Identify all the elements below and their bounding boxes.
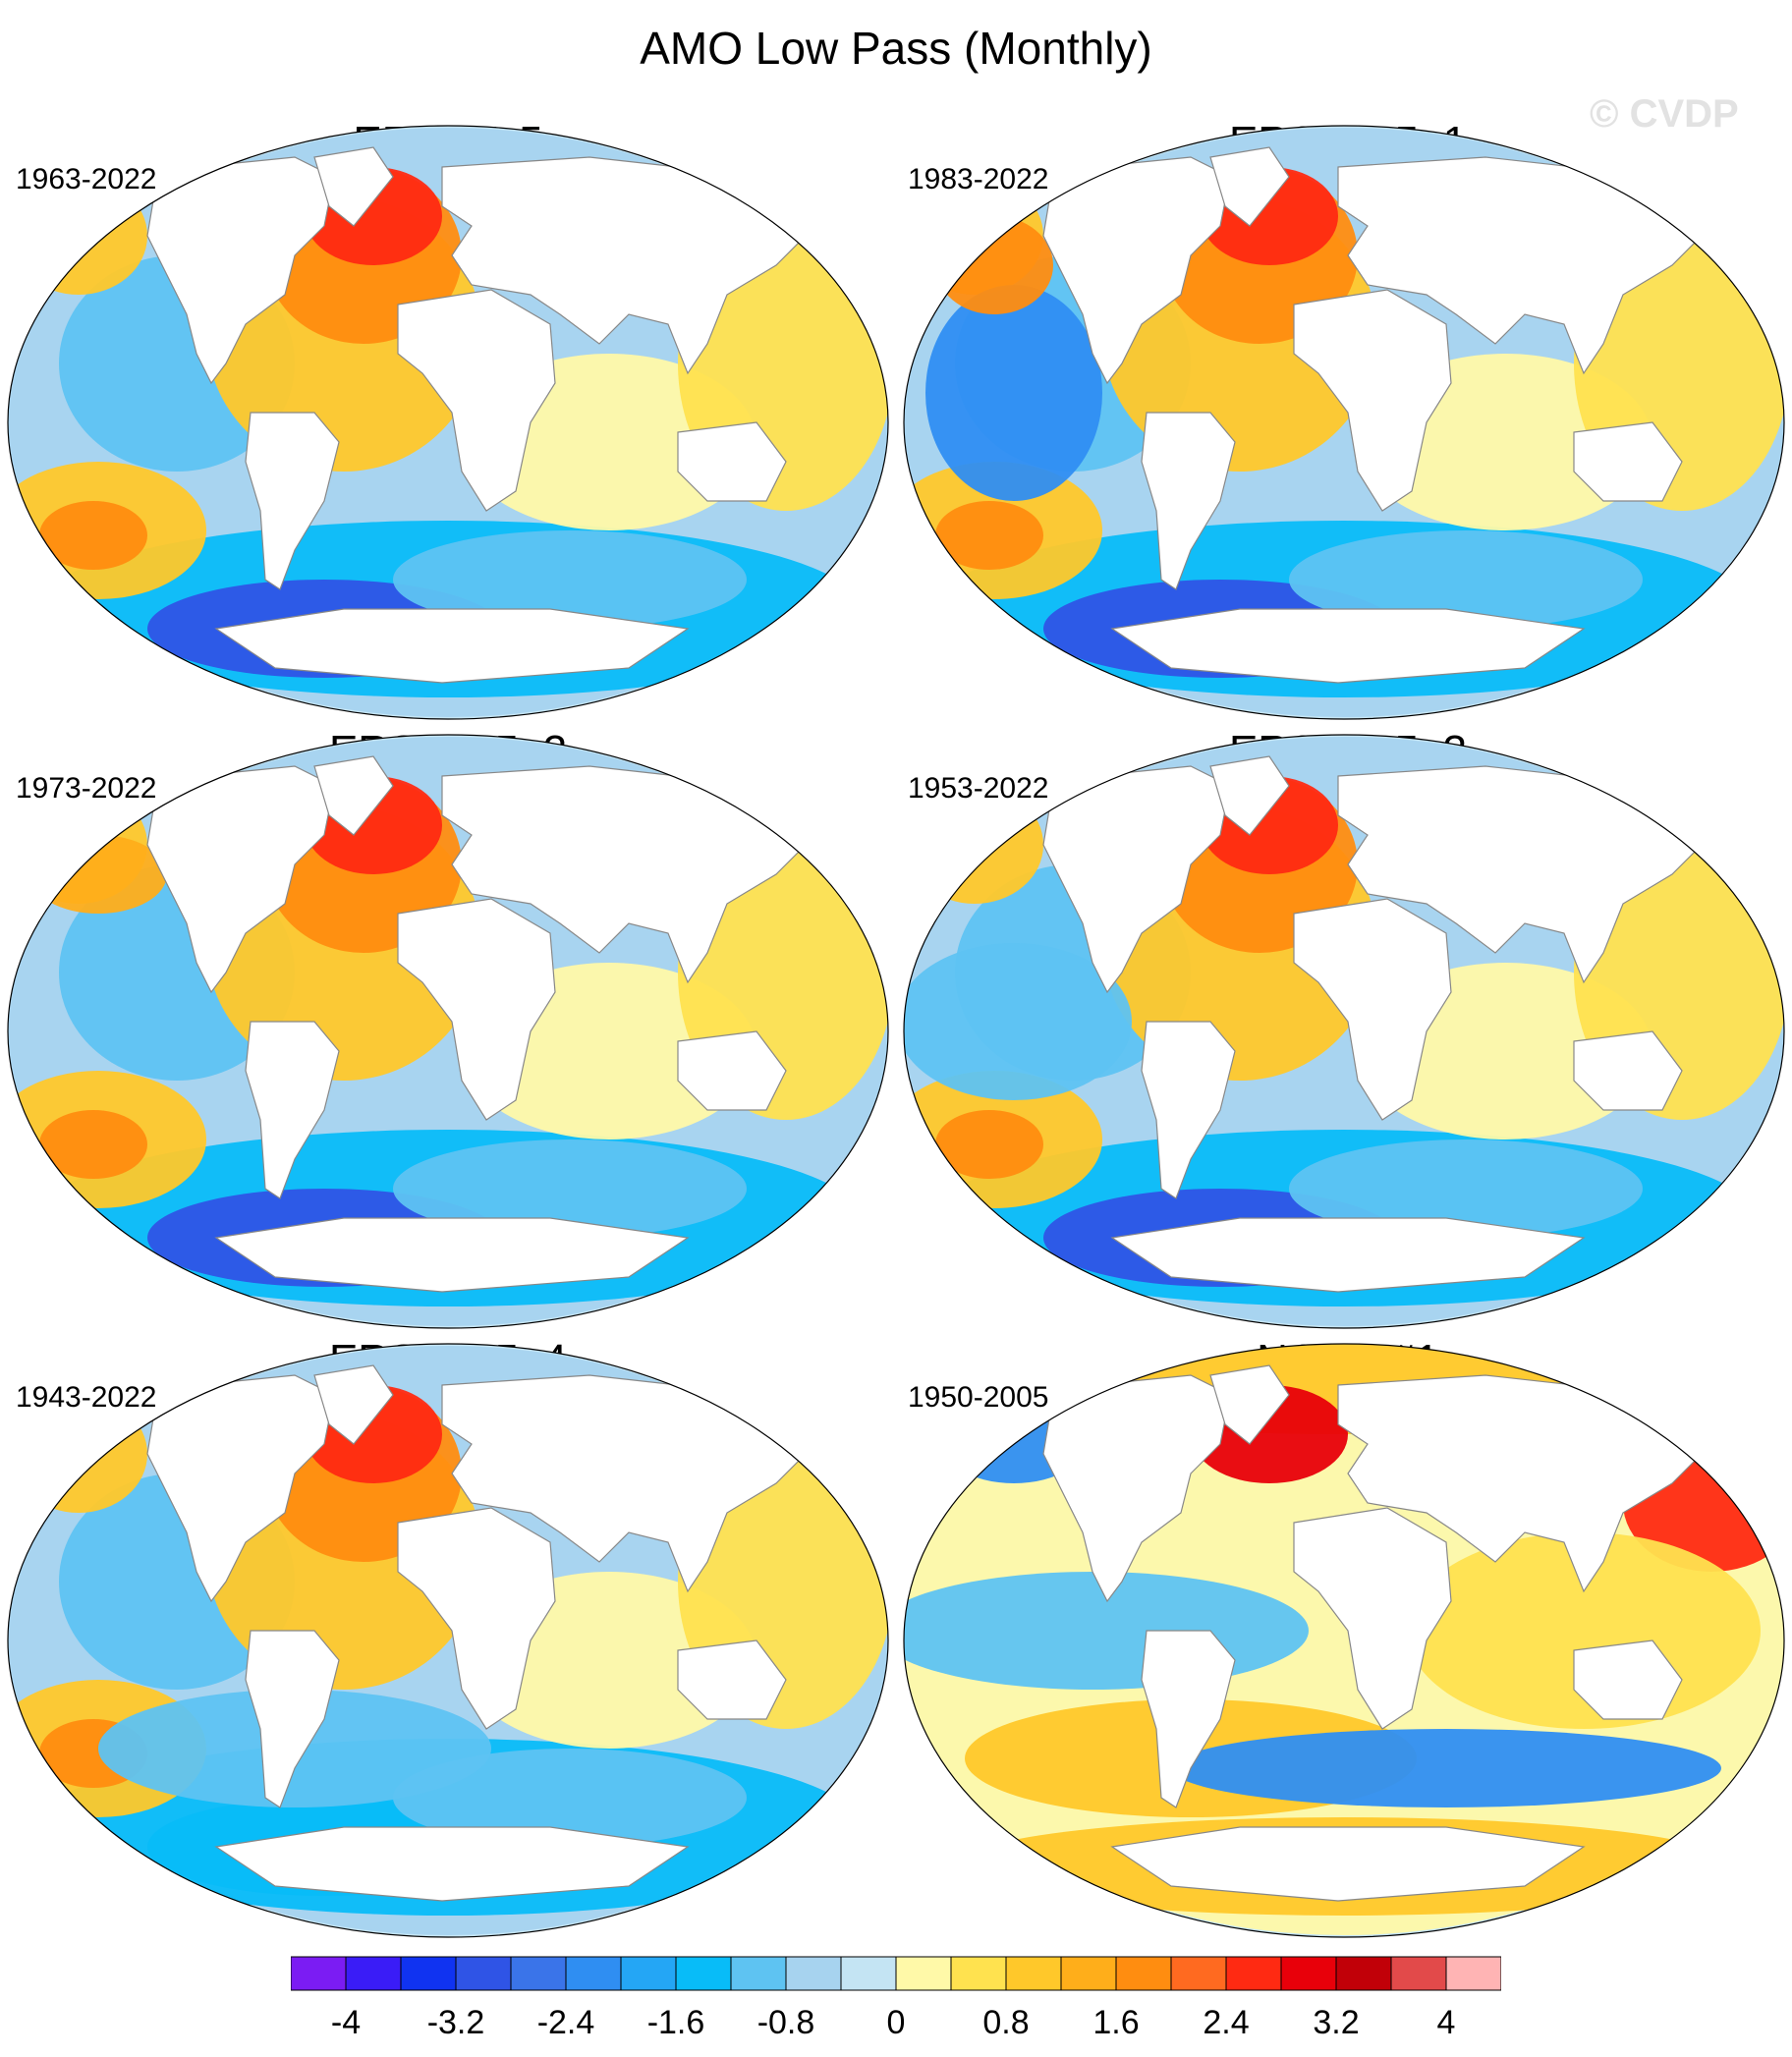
colorbar-box [950,1956,1007,1991]
figure-title: AMO Low Pass (Monthly) [640,23,1152,74]
colorbar-svg: -4 -3.2 -2.4 -1.6 -0.8 0 0.8 1.6 2.4 3.2 4 [291,1956,1501,2041]
colorbar-tick-label: 0.8 [982,2004,1029,2041]
colorbar-box [1170,1956,1227,1991]
colorbar-box [510,1956,567,1991]
colorbar-tick-label: -3.2 [427,2004,485,2041]
colorbar-tick-label: 2.4 [1203,2004,1249,2041]
panel-period: 1950-2005 [908,1381,1049,1414]
colorbar-box [345,1956,402,1991]
colorbar-tick-label: -2.4 [537,2004,595,2041]
colorbar-tick-label: 4 [1437,2004,1456,2041]
panel-period: 1943-2022 [16,1381,157,1414]
colorbar-tick-label: 3.2 [1313,2004,1359,2041]
colorbar-tick-label: -0.8 [757,2004,815,2041]
map-panel-ersstv5: ERSSTv5 1963-2022 [0,118,896,727]
colorbar-box [291,1956,347,1991]
sst-map [7,125,889,720]
colorbar-box [675,1956,732,1991]
panel-period: 1963-2022 [16,163,157,195]
colorbar-box [1445,1956,1501,1991]
colorbar-box [1225,1956,1282,1991]
colorbar-box [1005,1956,1062,1991]
colorbar-box [1335,1956,1392,1991]
panel-period: 1953-2022 [908,772,1049,805]
sst-map [7,734,889,1329]
map-panel-ncar-1: NCAR #1 1950-2005 [896,1336,1792,1945]
colorbar-box [730,1956,787,1991]
colorbar-box [785,1956,842,1991]
colorbar-box [840,1956,897,1991]
cvdp-watermark: © CVDP [1590,92,1739,136]
panel-period: 1973-2022 [16,772,157,805]
colorbar-tick-label: 0 [887,2004,906,2041]
map-panel-ersstv5-3: ERSSTv5_3 1953-2022 [896,727,1792,1336]
sst-map [903,1343,1785,1938]
map-panel-ersstv5-1: ERSSTv5_1 1983-2022 [896,118,1792,727]
colorbar-tick-label: 1.6 [1092,2004,1139,2041]
sst-map [903,125,1785,720]
colorbar-box [565,1956,622,1991]
colorbar-box [400,1956,457,1991]
map-panel-ersstv5-2: ERSSTv5_2 1973-2022 [0,727,896,1336]
colorbar-box [455,1956,512,1991]
panel-period: 1983-2022 [908,163,1049,195]
colorbar-box [1115,1956,1172,1991]
sst-map [7,1343,889,1938]
colorbar: -4 -3.2 -2.4 -1.6 -0.8 0 0.8 1.6 2.4 3.2 4 [291,1955,1501,2053]
sst-map [903,734,1785,1329]
colorbar-box [1280,1956,1337,1991]
colorbar-box [620,1956,677,1991]
colorbar-tick-label: -1.6 [647,2004,705,2041]
colorbar-box [1060,1956,1117,1991]
map-panel-ersstv5-4: ERSSTv5_4 1943-2022 [0,1336,896,1945]
colorbar-box [895,1956,952,1991]
colorbar-tick-label: -4 [331,2004,361,2041]
colorbar-box [1390,1956,1447,1991]
